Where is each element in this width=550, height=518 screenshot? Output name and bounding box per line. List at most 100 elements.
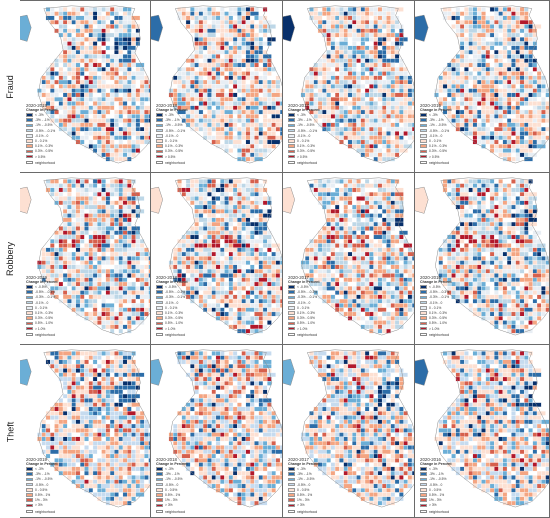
legend-label: 0.1% - 0.3% <box>165 144 183 149</box>
legend-swatch <box>26 311 33 315</box>
legend-swatch <box>156 477 163 482</box>
legend-swatch <box>26 326 33 331</box>
choropleth-map <box>20 177 150 336</box>
legend-label: 0.5% - 1% <box>35 493 51 498</box>
legend-label: -0.5% - -0.1% <box>297 128 318 133</box>
map-legend: 2020-2016 Change in Percent < -3% -3% - -1%… <box>420 103 452 165</box>
legend-label: > 3% <box>35 503 43 508</box>
neighborhood-swatch <box>420 332 427 337</box>
legend-item: 0.3% - 0.5% <box>156 149 188 154</box>
choropleth-map <box>283 177 414 336</box>
legend-swatch <box>26 149 33 154</box>
legend-item: -0.1% - 0 <box>288 300 320 305</box>
legend-item: 0.5% - 1.0% <box>26 321 58 326</box>
legend-swatch <box>156 467 163 471</box>
legend-swatch <box>156 134 163 138</box>
legend-period: 2020-2019 <box>26 103 47 108</box>
legend-swatch <box>288 144 295 149</box>
legend-swatch <box>288 316 295 321</box>
legend-item: -1% - -0.5% <box>420 123 452 128</box>
legend-label: 0.5% - 1.0% <box>429 321 447 326</box>
legend-neighborhood: neighborhood <box>420 509 452 514</box>
map-legend: 2020-2016 Change in Percent < -0.5% -0.5% -… <box>420 275 452 337</box>
legend-swatch <box>288 311 295 315</box>
neighborhood-label: neighborhood <box>165 332 186 337</box>
map-panel-robbery-2020-2019: 2020-2019 Change in Percent < -0.5% -0.5% -… <box>20 173 151 345</box>
legend-item: 0.1% - 0.3% <box>420 144 452 149</box>
legend-swatch <box>26 285 33 289</box>
legend-label: 1% - 3% <box>297 498 310 503</box>
legend-item: -0.1% - 0 <box>26 300 58 305</box>
legend-swatch <box>156 139 163 143</box>
legend-swatch <box>288 113 295 117</box>
legend-swatch <box>26 295 33 300</box>
legend-swatch <box>288 149 295 154</box>
legend-swatch <box>420 113 427 117</box>
legend-swatch <box>420 493 427 497</box>
legend-label: 0.1% - 0.3% <box>35 311 53 316</box>
legend-item: 0 - 0.5% <box>420 487 452 492</box>
legend-label: -0.5% - -0.3% <box>429 290 450 295</box>
legend-period: 2020-2019 <box>26 457 47 462</box>
legend-label: -0.1% - 0 <box>35 300 49 305</box>
legend-label: < -3% <box>297 467 306 472</box>
legend-item: > 3% <box>156 503 188 508</box>
legend-label: 0.1% - 0.3% <box>297 144 315 149</box>
legend-swatch <box>288 503 295 508</box>
legend-swatch <box>288 290 295 295</box>
legend-title: Change in Percent <box>420 462 452 466</box>
legend-label: > 3% <box>297 503 305 508</box>
legend-item: -0.5% - -0.1% <box>26 128 58 133</box>
legend-neighborhood: neighborhood <box>26 509 58 514</box>
legend-label: 0 - 0.5% <box>165 487 178 492</box>
legend-swatch <box>156 290 163 295</box>
legend-label: -3% - -1% <box>35 118 50 123</box>
legend-item: -1% - -0.5% <box>420 477 452 482</box>
legend-label: -3% - -1% <box>165 472 180 477</box>
legend-label: < -3% <box>297 113 306 118</box>
map-legend: 2020-2018 Change in Percent < -3% -3% - -1%… <box>156 103 188 165</box>
choropleth-map <box>283 349 414 508</box>
legend-swatch <box>420 321 427 326</box>
neighborhood-label: neighborhood <box>297 332 318 337</box>
legend-swatch <box>156 498 163 503</box>
map-panel-fraud-2020-2019: 2020-2019 Change in Percent < -3% -3% - -1%… <box>20 0 151 173</box>
legend-item: -0.5% - 0 <box>156 482 188 487</box>
legend-item: 0.5% - 1% <box>288 492 320 497</box>
legend-item: 0 - 0.1% <box>288 138 320 143</box>
legend-item: 0.1% - 0.3% <box>288 144 320 149</box>
legend-period: 2020-2019 <box>26 275 47 280</box>
legend-item: -0.5% - -0.3% <box>288 290 320 295</box>
legend-item: -3% - -1% <box>288 118 320 123</box>
legend-label: 1% - 3% <box>35 498 48 503</box>
legend-swatch <box>156 306 163 310</box>
legend-swatch <box>156 311 163 315</box>
row-label-fraud: Fraud <box>5 74 16 99</box>
legend-title: Change in Percent <box>156 108 188 112</box>
legend-swatch <box>420 306 427 310</box>
legend-swatch <box>156 295 163 300</box>
legend-label: -1% - -0.5% <box>165 123 183 128</box>
map-legend: 2020-2019 Change in Percent < -3% -3% - -1%… <box>26 457 58 514</box>
legend-swatch <box>26 467 33 471</box>
legend-label: -0.3% - -0.1% <box>35 295 56 300</box>
legend-swatch <box>26 472 33 477</box>
legend-label: -0.1% - 0 <box>429 133 443 138</box>
legend-title: Change in Percent <box>288 280 320 284</box>
legend-item: 1% - 3% <box>26 498 58 503</box>
legend-item: < -3% <box>288 113 320 118</box>
legend-label: 0 - 0.1% <box>35 305 48 310</box>
legend-label: -1% - -0.5% <box>297 477 315 482</box>
legend-label: -3% - -1% <box>165 118 180 123</box>
map-legend: 2020-2018 Change in Percent < -3% -3% - -1%… <box>156 457 188 514</box>
legend-label: 0.3% - 0.5% <box>35 316 53 321</box>
legend-item: -0.1% - 0 <box>420 133 452 138</box>
legend-item: 0.1% - 0.3% <box>420 310 452 315</box>
legend-label: > 1.0% <box>35 326 46 331</box>
legend-label: < -0.5% <box>165 285 177 290</box>
legend-label: 0.3% - 0.5% <box>429 149 447 154</box>
neighborhood-swatch <box>288 332 295 337</box>
legend-label: -0.3% - -0.1% <box>297 295 318 300</box>
legend-label: -1% - -0.5% <box>297 123 315 128</box>
legend-label: -3% - -1% <box>297 118 312 123</box>
